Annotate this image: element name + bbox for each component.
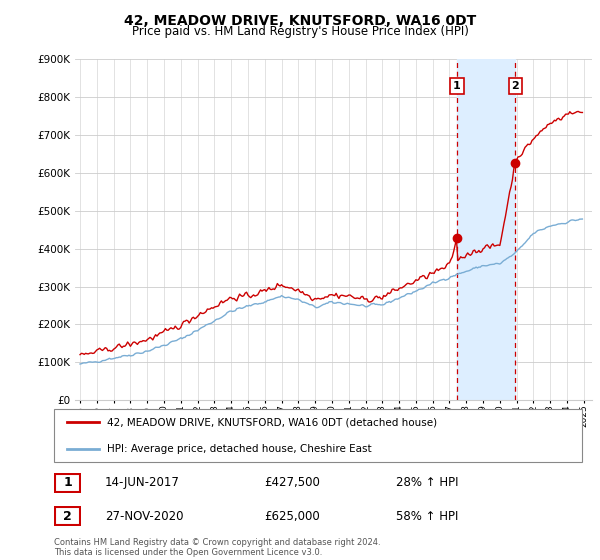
Bar xyxy=(457,59,515,400)
Text: £427,500: £427,500 xyxy=(264,476,320,489)
Text: 27-NOV-2020: 27-NOV-2020 xyxy=(105,510,184,523)
Text: 1: 1 xyxy=(453,81,461,91)
Text: 42, MEADOW DRIVE, KNUTSFORD, WA16 0DT (detached house): 42, MEADOW DRIVE, KNUTSFORD, WA16 0DT (d… xyxy=(107,417,437,427)
Text: 1: 1 xyxy=(63,476,72,489)
Text: £625,000: £625,000 xyxy=(264,510,320,523)
FancyBboxPatch shape xyxy=(55,507,80,525)
Text: 28% ↑ HPI: 28% ↑ HPI xyxy=(396,476,458,489)
Text: 2: 2 xyxy=(63,510,72,523)
Text: Contains HM Land Registry data © Crown copyright and database right 2024.
This d: Contains HM Land Registry data © Crown c… xyxy=(54,538,380,557)
Text: Price paid vs. HM Land Registry's House Price Index (HPI): Price paid vs. HM Land Registry's House … xyxy=(131,25,469,38)
Text: 58% ↑ HPI: 58% ↑ HPI xyxy=(396,510,458,523)
FancyBboxPatch shape xyxy=(54,409,582,462)
Text: 42, MEADOW DRIVE, KNUTSFORD, WA16 0DT: 42, MEADOW DRIVE, KNUTSFORD, WA16 0DT xyxy=(124,14,476,28)
FancyBboxPatch shape xyxy=(55,474,80,492)
Text: HPI: Average price, detached house, Cheshire East: HPI: Average price, detached house, Ches… xyxy=(107,444,371,454)
Text: 2: 2 xyxy=(511,81,519,91)
Text: 14-JUN-2017: 14-JUN-2017 xyxy=(105,476,180,489)
